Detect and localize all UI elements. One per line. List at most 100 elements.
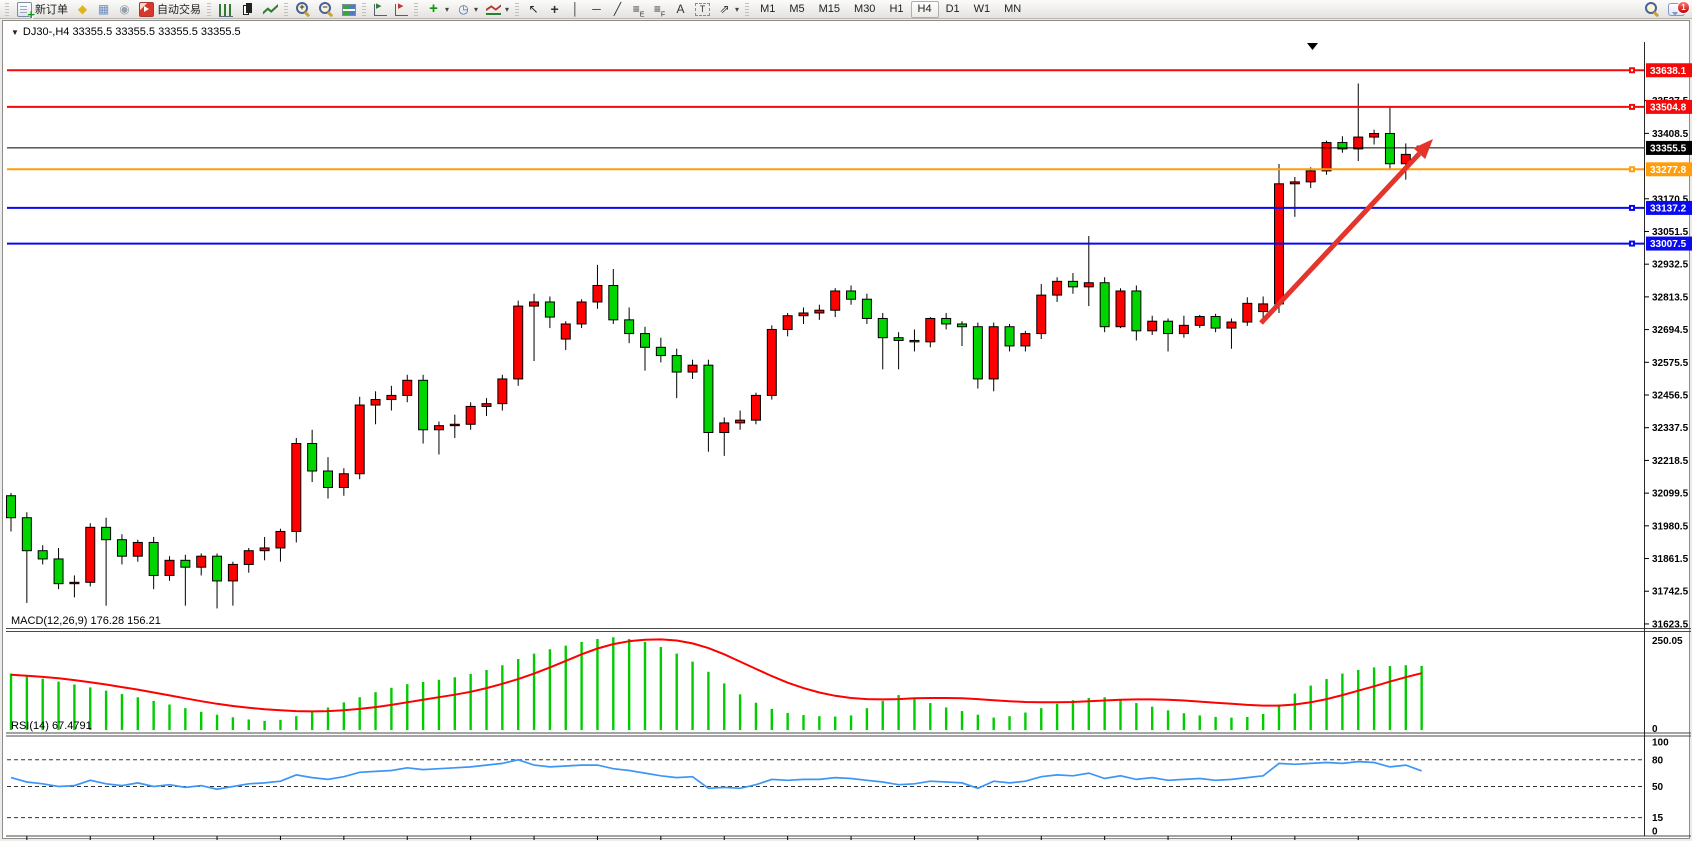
- candle[interactable]: [259, 536, 270, 561]
- candle[interactable]: [1226, 318, 1237, 349]
- chart-shift-marker-icon[interactable]: [1307, 43, 1318, 50]
- candle[interactable]: [592, 264, 603, 309]
- candle[interactable]: [1163, 318, 1174, 352]
- candle[interactable]: [893, 332, 904, 370]
- candle[interactable]: [735, 410, 746, 430]
- candle[interactable]: [1099, 277, 1110, 333]
- new-order-button[interactable]: 新订单: [13, 1, 72, 21]
- autotrading-button[interactable]: 自动交易: [135, 1, 205, 18]
- horizontal-level-line[interactable]: 33638.1: [7, 63, 1692, 78]
- toolbar-group-handle[interactable]: [207, 2, 211, 16]
- candle[interactable]: [148, 536, 159, 590]
- tf-d1-button[interactable]: D1: [939, 1, 967, 18]
- toolbar-group-handle[interactable]: [362, 2, 366, 16]
- chevron-down-icon[interactable]: ▼: [11, 27, 19, 37]
- toolbar-group-handle[interactable]: [745, 2, 750, 16]
- candle[interactable]: [1020, 330, 1031, 352]
- candle[interactable]: [1384, 106, 1395, 170]
- horizontal-level-line[interactable]: 33137.2: [7, 200, 1692, 215]
- price-axis[interactable]: 33527.533408.533170.533051.532932.532813…: [1644, 96, 1689, 838]
- candle[interactable]: [814, 304, 825, 320]
- candle[interactable]: [1274, 164, 1284, 313]
- candle[interactable]: [212, 553, 223, 609]
- candle[interactable]: [196, 553, 207, 576]
- auto-scroll-button[interactable]: [370, 1, 391, 18]
- tf-h4-button[interactable]: H4: [910, 0, 939, 18]
- candle[interactable]: [307, 429, 318, 482]
- candle[interactable]: [418, 374, 429, 444]
- candle[interactable]: [132, 539, 143, 562]
- candle[interactable]: [21, 512, 32, 603]
- candle[interactable]: [830, 288, 841, 318]
- line-chart-button[interactable]: [259, 1, 282, 18]
- trend-arrow[interactable]: [1259, 139, 1433, 325]
- candle[interactable]: [1194, 314, 1205, 329]
- candle[interactable]: [671, 348, 682, 399]
- vertical-line-button[interactable]: │: [565, 1, 586, 18]
- text-button[interactable]: A: [670, 1, 691, 18]
- candle[interactable]: [465, 402, 476, 430]
- time-axis[interactable]: 22 Jul 202225 Jul 04:0025 Jul 20:0026 Ju…: [7, 836, 1388, 841]
- candle[interactable]: [1083, 236, 1094, 307]
- candle[interactable]: [544, 296, 555, 329]
- candle[interactable]: [323, 457, 333, 499]
- zoom-out-button[interactable]: −: [315, 1, 338, 18]
- candle[interactable]: [1004, 323, 1015, 352]
- candle[interactable]: [481, 398, 492, 417]
- cursor-button[interactable]: ↖: [523, 1, 544, 18]
- candle[interactable]: [972, 322, 983, 389]
- candle[interactable]: [1131, 285, 1142, 341]
- candle[interactable]: [370, 391, 381, 425]
- candle[interactable]: [1337, 136, 1348, 153]
- chart-canvas[interactable]: 33527.533408.533170.533051.532932.532813…: [3, 21, 1692, 841]
- candle[interactable]: [687, 359, 698, 379]
- candle[interactable]: [719, 417, 730, 456]
- candle[interactable]: [338, 468, 349, 496]
- candle[interactable]: [560, 321, 571, 351]
- candle[interactable]: [957, 321, 967, 346]
- horizontal-level-line[interactable]: 33277.8: [7, 162, 1692, 177]
- search-button[interactable]: [1641, 1, 1664, 18]
- candle[interactable]: [1353, 83, 1364, 161]
- metaeditor-button[interactable]: ◆: [72, 1, 93, 18]
- candle[interactable]: [798, 307, 809, 324]
- horizontal-level-line[interactable]: 33504.8: [7, 99, 1692, 114]
- text-label-button[interactable]: T: [691, 1, 714, 18]
- candle[interactable]: [449, 414, 460, 439]
- candle[interactable]: [640, 326, 650, 371]
- candle[interactable]: [433, 421, 444, 455]
- candle[interactable]: [909, 329, 920, 352]
- tf-mn-button[interactable]: MN: [997, 1, 1028, 18]
- toolbar-group-handle[interactable]: [515, 2, 520, 16]
- candle[interactable]: [1400, 143, 1411, 180]
- equidistant-channel-button[interactable]: ≡E: [628, 1, 649, 18]
- signals-button[interactable]: ◉: [114, 1, 135, 18]
- tile-windows-button[interactable]: [338, 1, 360, 18]
- candle[interactable]: [1305, 167, 1316, 188]
- period-selector-button[interactable]: ◷ ▾: [453, 1, 482, 18]
- candle[interactable]: [703, 359, 714, 452]
- candle[interactable]: [766, 325, 777, 400]
- candle[interactable]: [861, 293, 872, 324]
- chart-window[interactable]: 33527.533408.533170.533051.532932.532813…: [2, 20, 1692, 841]
- tf-m15-button[interactable]: M15: [812, 1, 847, 18]
- candle[interactable]: [6, 492, 16, 532]
- candle[interactable]: [941, 312, 952, 330]
- horizontal-line-button[interactable]: ─: [586, 1, 607, 18]
- candle[interactable]: [53, 547, 64, 590]
- horizontal-level-line[interactable]: 33007.5: [7, 236, 1692, 251]
- candle[interactable]: [1210, 313, 1221, 333]
- candle[interactable]: [37, 545, 48, 565]
- candle[interactable]: [750, 392, 761, 425]
- candle[interactable]: [386, 385, 397, 411]
- candle[interactable]: [988, 322, 999, 392]
- candlestick-chart-button[interactable]: [237, 1, 259, 18]
- trendline-button[interactable]: ╱: [607, 1, 628, 18]
- bar-chart-button[interactable]: [215, 1, 237, 18]
- tf-m30-button[interactable]: M30: [847, 1, 882, 18]
- crosshair-button[interactable]: +: [544, 1, 565, 18]
- candle[interactable]: [1052, 277, 1063, 302]
- fibonacci-button[interactable]: ≡F: [649, 1, 670, 18]
- candle[interactable]: [1178, 315, 1189, 338]
- candle[interactable]: [275, 528, 286, 562]
